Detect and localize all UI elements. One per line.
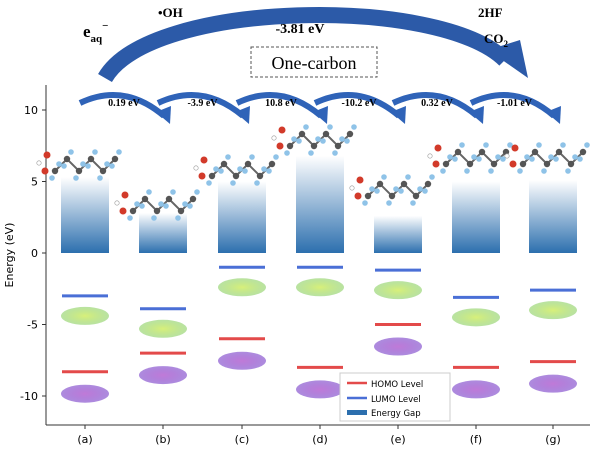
step-arrow	[469, 92, 556, 119]
homo-density	[296, 380, 344, 399]
step-arrowhead	[156, 106, 171, 124]
step-arrows: 0.19 eV -3.9 eV 10.8 eV -10.2 eV 0.32 eV -1.0…	[78, 92, 561, 124]
lumo-density	[296, 278, 344, 297]
molecule-sketch	[504, 142, 590, 174]
step-arrow	[156, 92, 245, 119]
orbital-densities	[61, 278, 577, 403]
co2-product-label: CO2	[484, 31, 509, 49]
legend-homo-label: HOMO Level	[371, 380, 423, 390]
x-tick-label: (e)	[390, 433, 405, 446]
step-arrow	[78, 92, 166, 119]
one-carbon-box	[250, 46, 378, 78]
lumo-density	[139, 319, 187, 338]
step-energy-label: 0.19 eV	[108, 98, 140, 109]
legend-lumo-label: LUMO Level	[371, 395, 421, 405]
step-energy-label: -1.01 eV	[497, 98, 533, 109]
y-axis-label: Energy (eV)	[3, 223, 16, 288]
molecule-sketch	[349, 174, 435, 206]
homo-density	[218, 351, 266, 370]
step-arrowhead	[469, 106, 484, 124]
y-tick-label: -5	[27, 319, 38, 332]
lumo-density	[529, 301, 577, 320]
lumo-density	[61, 306, 109, 325]
y-tick-label: 0	[31, 247, 38, 260]
energy-gap-bar	[374, 215, 422, 253]
step-arrow	[391, 92, 479, 119]
one-carbon-label: One-carbon	[272, 53, 357, 73]
molecule-sketch	[193, 154, 279, 186]
energy-gap-bar	[452, 181, 500, 253]
legend-gap-label: Energy Gap	[371, 409, 421, 419]
step-arrowhead	[235, 106, 250, 124]
homo-density	[452, 380, 500, 399]
energy-gap-bar	[61, 177, 109, 253]
molecule-sketch	[114, 189, 200, 221]
step-arrowhead	[546, 106, 561, 124]
hf-product-label: 2HF	[478, 5, 503, 20]
main-reaction-arrow	[98, 7, 528, 83]
step-arrow	[235, 92, 323, 119]
electron-label: eaq−	[83, 20, 108, 45]
lumo-density	[374, 281, 422, 300]
step-arrowhead	[391, 106, 406, 124]
x-tick-label: (c)	[235, 433, 250, 446]
homo-density	[61, 384, 109, 403]
step-energy-label: -10.2 eV	[342, 98, 378, 109]
step-arrow	[313, 92, 401, 119]
homo-density	[139, 366, 187, 385]
x-tick-label: (f)	[470, 433, 482, 446]
legend-gap-swatch	[347, 410, 367, 415]
hydroxyl-radical-label: •OH	[158, 5, 183, 20]
orbital-level-lines	[62, 265, 576, 374]
homo-density	[374, 337, 422, 356]
molecule-structures	[36, 124, 590, 221]
y-tick-label: 10	[24, 104, 38, 117]
energy-gap-bar	[296, 155, 344, 253]
step-energy-label: 10.8 eV	[265, 98, 297, 109]
y-axis-ticks: 10 5 0 -5 -10	[20, 104, 46, 403]
step-energy-label: -3.9 eV	[188, 98, 219, 109]
energy-gap-bar	[218, 181, 266, 253]
overall-energy-label: -3.81 eV	[276, 22, 325, 37]
homo-density	[529, 374, 577, 393]
x-tick-label: (d)	[312, 433, 328, 446]
lumo-density	[218, 278, 266, 297]
plot-frame	[45, 85, 590, 426]
molecule-sketch	[36, 149, 122, 181]
x-tick-label: (b)	[155, 433, 171, 446]
molecule-sketch	[427, 142, 513, 174]
y-tick-label: -10	[20, 390, 38, 403]
energy-gap-bar	[529, 180, 577, 253]
x-axis-ticks: (a) (b) (c) (d) (e) (f) (g)	[77, 425, 561, 446]
lumo-density	[452, 308, 500, 327]
legend: HOMO Level LUMO Level Energy Gap	[339, 372, 451, 422]
molecule-sketch	[271, 124, 357, 156]
energy-gap-bars	[61, 155, 577, 253]
y-tick-label: 5	[31, 176, 38, 189]
step-arrowhead	[313, 106, 328, 124]
x-tick-label: (g)	[545, 433, 561, 446]
x-tick-label: (a)	[77, 433, 92, 446]
step-energy-label: 0.32 eV	[421, 98, 453, 109]
